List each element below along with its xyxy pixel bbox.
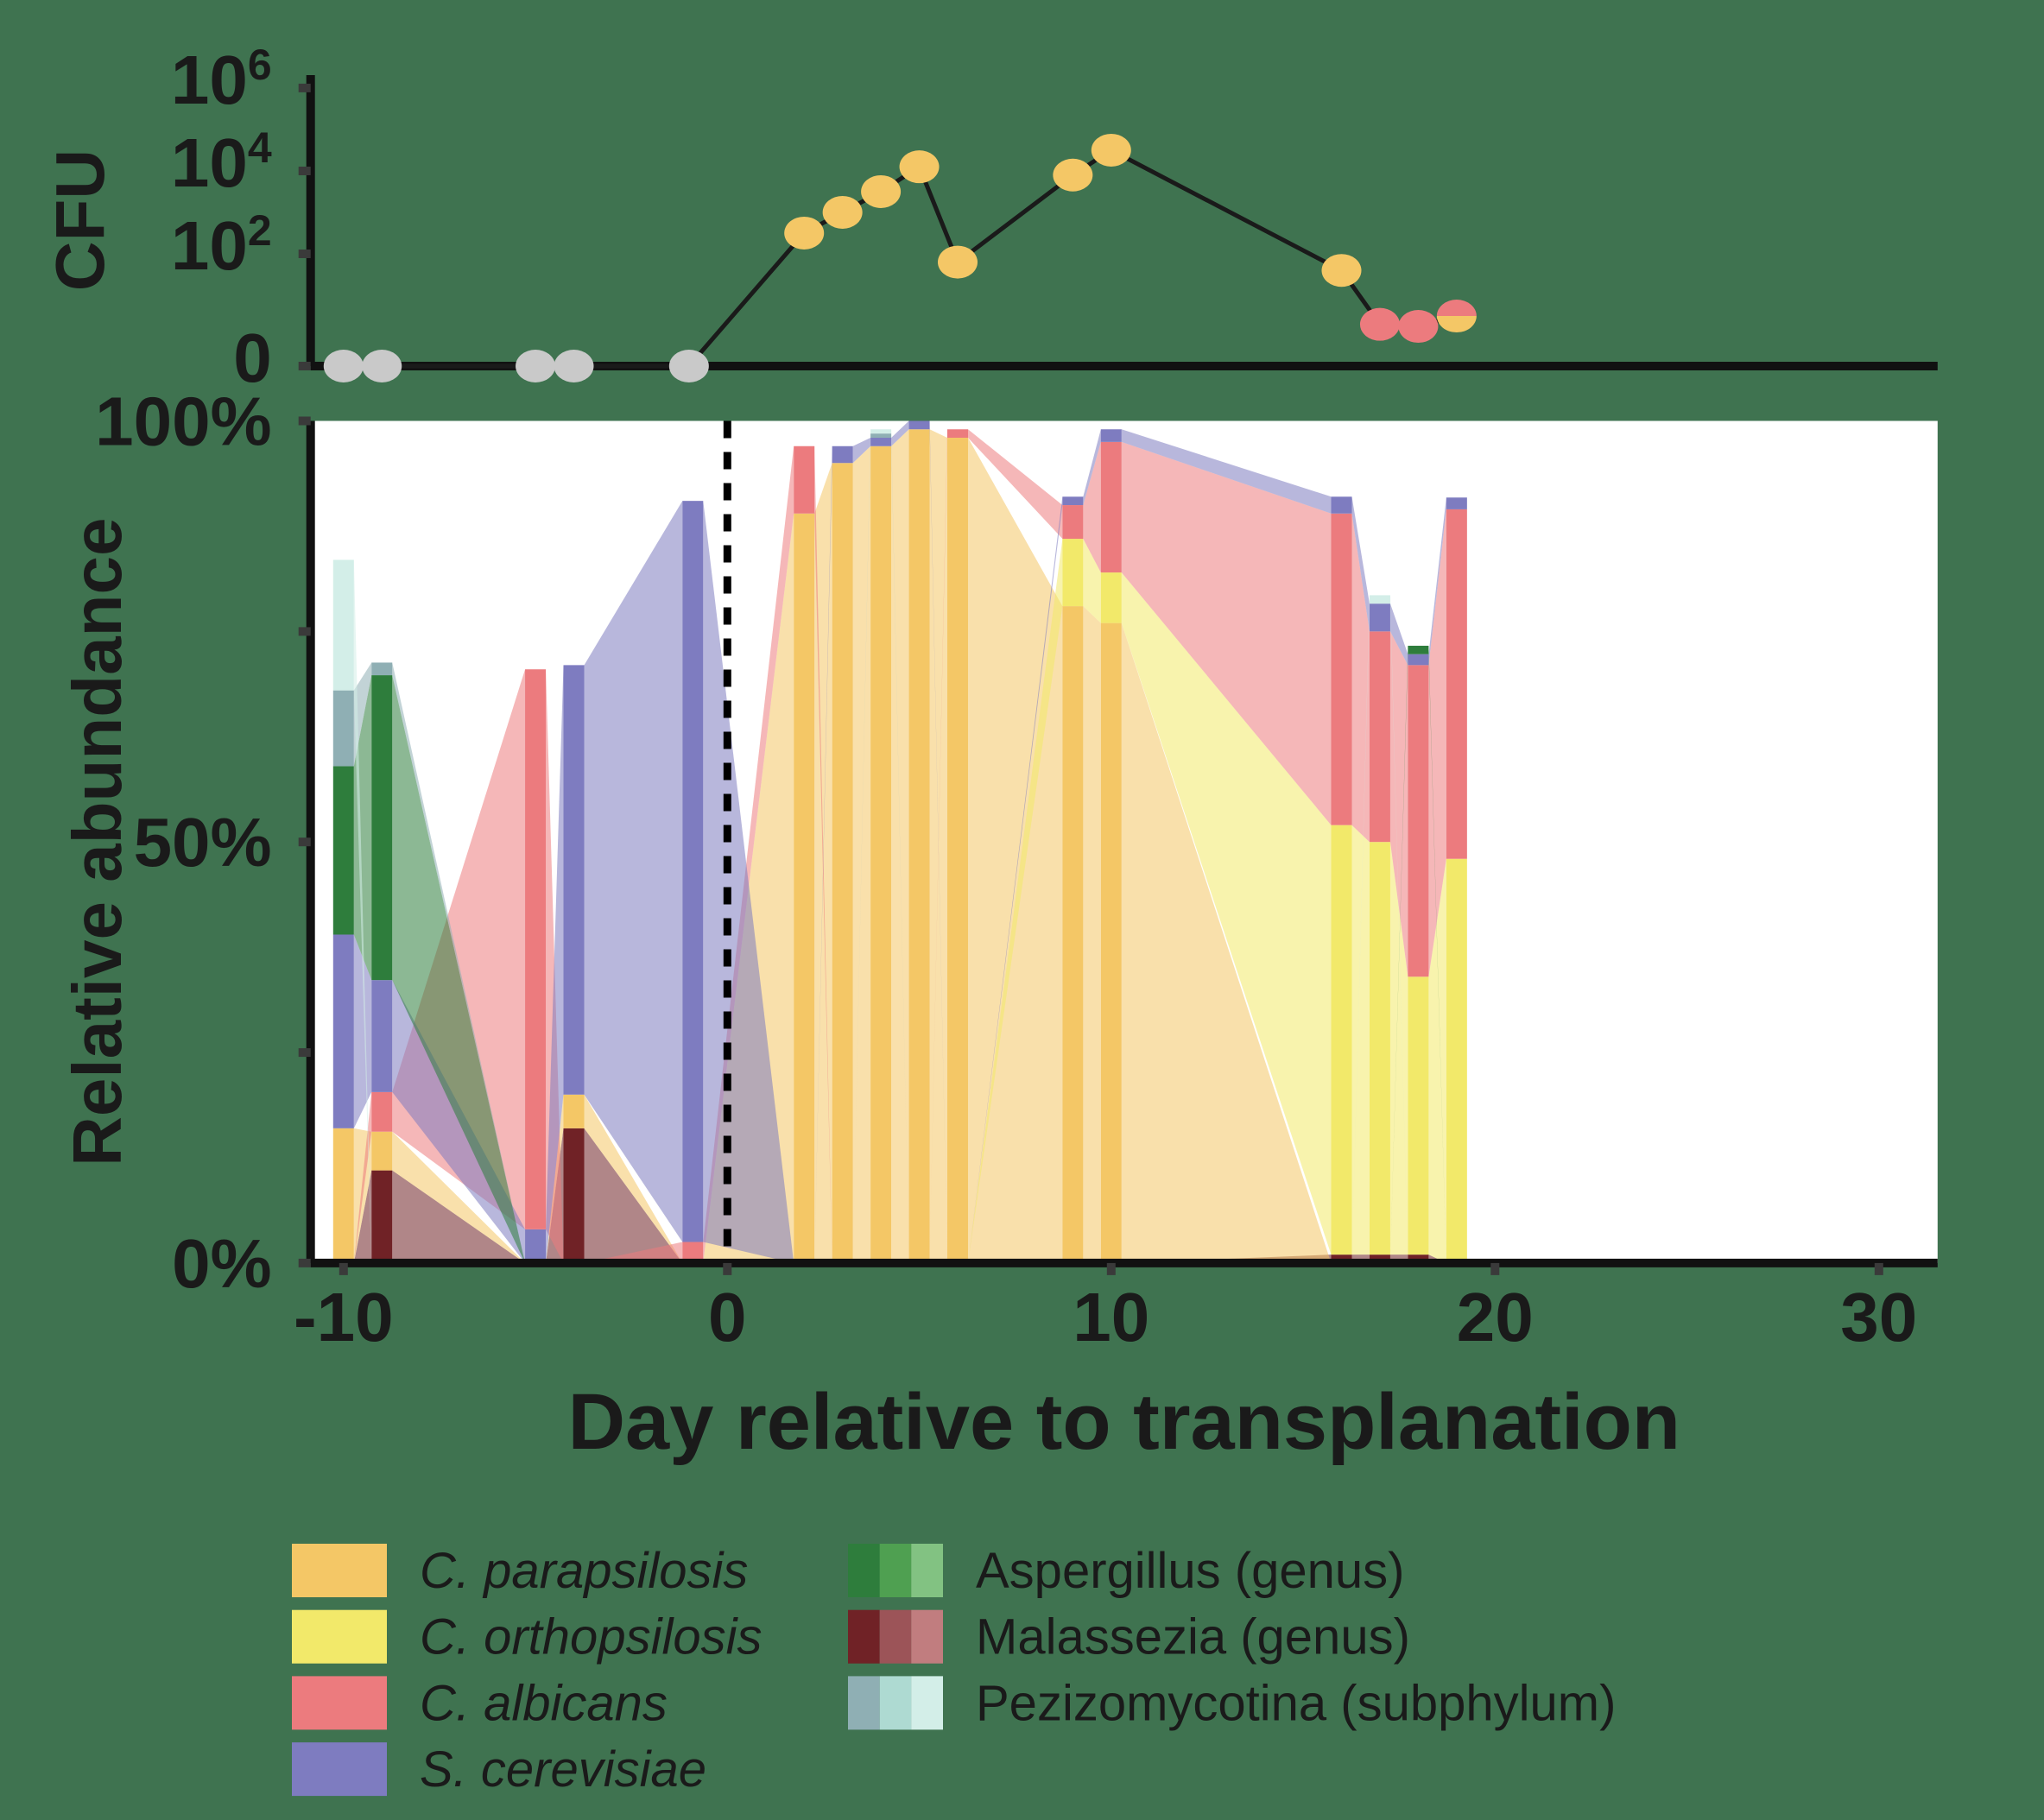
- svg-text:0%: 0%: [172, 1225, 272, 1302]
- svg-text:Malassezia (genus): Malassezia (genus): [976, 1609, 1410, 1665]
- svg-text:CFU: CFU: [41, 149, 118, 291]
- svg-text:50%: 50%: [134, 804, 272, 881]
- svg-text:10: 10: [1073, 1279, 1149, 1356]
- svg-text:C. albicans: C. albicans: [420, 1675, 668, 1731]
- svg-text:S. cerevisiae: S. cerevisiae: [420, 1741, 706, 1798]
- svg-text:20: 20: [1457, 1279, 1534, 1356]
- svg-text:Relative abundance: Relative abundance: [59, 518, 136, 1166]
- svg-text:C. parapsilosis: C. parapsilosis: [420, 1543, 748, 1599]
- svg-text:30: 30: [1840, 1279, 1917, 1356]
- svg-text:Pezizomycotina (subphylum): Pezizomycotina (subphylum): [976, 1675, 1616, 1731]
- svg-text:0: 0: [708, 1279, 747, 1356]
- svg-text:-10: -10: [294, 1279, 394, 1356]
- svg-text:100%: 100%: [95, 383, 272, 460]
- svg-text:Day relative to transplanation: Day relative to transplanation: [568, 1378, 1680, 1466]
- svg-text:C. orthopsilosis: C. orthopsilosis: [420, 1609, 762, 1665]
- svg-text:Aspergillus (genus): Aspergillus (genus): [976, 1543, 1404, 1599]
